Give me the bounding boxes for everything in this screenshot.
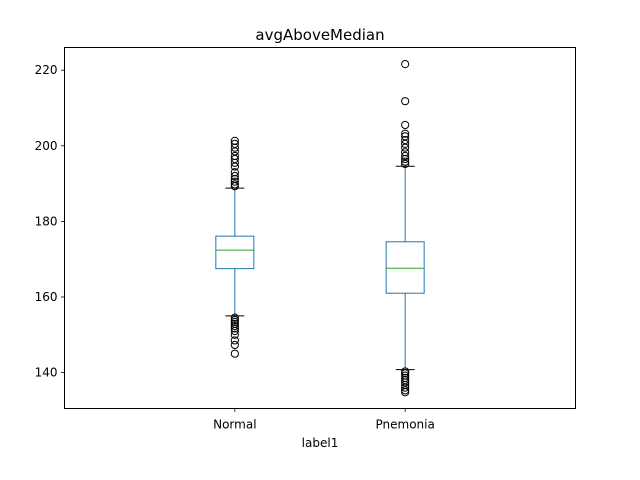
outlier-point xyxy=(230,324,239,333)
y-tick-label: 220 xyxy=(35,63,58,77)
outlier-point xyxy=(230,313,239,322)
outlier-point xyxy=(230,326,239,336)
box-iqr xyxy=(215,235,255,270)
box-iqr xyxy=(385,241,425,294)
x-axis-label: label1 xyxy=(302,436,339,450)
outlier-point xyxy=(401,60,410,69)
outlier-point xyxy=(401,157,410,166)
y-tick-label: 180 xyxy=(35,214,58,228)
y-tick-label: 200 xyxy=(35,139,58,153)
outlier-point xyxy=(230,151,239,161)
outlier-point xyxy=(230,177,239,186)
outlier-point xyxy=(230,336,239,345)
outlier-point xyxy=(401,383,410,392)
chart-title: avgAboveMedian xyxy=(255,26,384,44)
outlier-point xyxy=(230,139,239,148)
outlier-point xyxy=(230,321,239,331)
plot-frame xyxy=(64,47,576,409)
outlier-point xyxy=(230,349,239,358)
outlier-point xyxy=(401,159,410,169)
outlier-point xyxy=(401,388,410,397)
outlier-point xyxy=(230,168,239,177)
outlier-point xyxy=(230,136,239,145)
outlier-point xyxy=(401,132,410,141)
outlier-point xyxy=(230,340,239,350)
outlier-point xyxy=(401,378,410,387)
outlier-point xyxy=(230,171,239,181)
outlier-point xyxy=(230,330,239,339)
outlier-point xyxy=(401,136,410,145)
outlier-point xyxy=(401,129,410,138)
plot-area: 140 160 180 200 220 Normal Pnemonia xyxy=(35,60,435,432)
outlier-point xyxy=(230,180,239,189)
outlier-point xyxy=(401,97,410,106)
y-tick-label: 160 xyxy=(35,290,58,304)
outlier-point xyxy=(401,148,410,157)
x-tick-label: Normal xyxy=(213,418,256,432)
x-tick-label: Pnemonia xyxy=(375,418,434,432)
y-tick-label: 140 xyxy=(35,366,58,380)
outlier-point xyxy=(401,120,410,130)
outlier-point xyxy=(401,151,410,161)
